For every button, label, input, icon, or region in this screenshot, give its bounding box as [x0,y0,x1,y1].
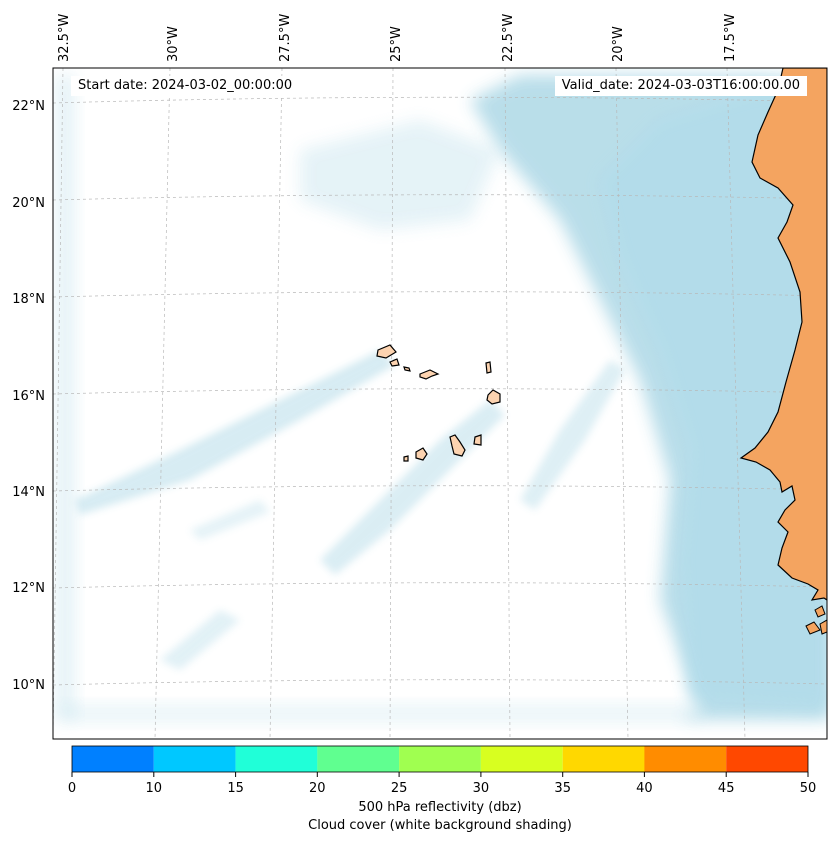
meridian-32-5w [53,68,64,739]
meridian-22-5w [504,68,511,739]
gridlines [53,68,827,739]
parallel-22n [53,96,827,104]
colorbar-tick-label: 30 [473,781,490,796]
island-boa-vista [486,389,501,405]
colorbar: 0 10 15 20 25 30 35 40 45 50 [68,745,816,796]
meridian-30w [154,68,171,739]
guinea-bissau-island-3 [819,619,827,635]
island-fogo [415,447,428,461]
colorbar-swatch [72,746,154,772]
cloud-northwest-band [300,120,500,230]
map-area [53,68,827,739]
colorbar-tick-label: 20 [309,781,326,796]
parallel-12n [53,582,827,589]
lat-label: 14°N [12,485,45,500]
lat-label: 10°N [12,678,45,693]
colorbar-tick-label: 0 [68,781,76,796]
cloud-east-inner [600,90,827,710]
colorbar-swatch [399,746,481,772]
cloud-west-edge [55,75,75,720]
colorbar-swatch [317,746,400,772]
parallel-20n [53,194,827,201]
lat-label: 22°N [12,99,45,114]
colorbar-swatch [153,746,236,772]
colorbar-swatch [480,746,563,772]
colorbar-ticks [71,772,809,777]
colorbar-swatch [235,746,318,772]
lon-label: 32.5°W [57,14,72,62]
lon-label: 17.5°W [723,14,738,62]
cloud-streak-4 [160,610,240,670]
lat-label: 12°N [12,581,45,596]
map-frame [52,67,828,740]
colorbar-frame [71,745,809,773]
latitude-labels: 22°N 20°N 18°N 16°N 14°N 12°N 10°N [12,99,45,693]
valid-date-label: Valid_date: 2024-03-03T16:00:00.00 [554,76,807,96]
cloud-streak-3 [520,360,625,510]
lat-label: 16°N [12,389,45,404]
colorbar-tick-label: 25 [391,781,408,796]
colorbar-tick-label: 50 [800,781,817,796]
cape-verde-islands [376,344,501,462]
meridian-25w [389,68,394,739]
colorbar-swatches [72,746,808,772]
colorbar-tick-label: 35 [554,781,571,796]
island-brava [403,455,409,462]
lat-label: 20°N [12,196,45,211]
lon-label: 30°W [166,26,181,62]
parallel-14n [53,485,827,492]
island-sal [485,361,492,374]
colorbar-tick-labels: 0 10 15 20 25 30 35 40 45 50 [68,781,816,796]
colorbar-tick-label: 15 [227,781,244,796]
colorbar-tick-label: 45 [718,781,735,796]
meridian-17-5w [726,68,746,739]
meridian-27-5w [269,68,283,739]
guinea-bissau-island-1 [814,605,826,618]
island-santiago [449,434,466,457]
parallel-18n [53,291,827,298]
colorbar-label-cloud-cover: Cloud cover (white background shading) [308,818,572,833]
cloud-cover-shading [55,75,827,722]
cloud-streak-5 [190,500,270,540]
africa-south-islands [805,605,827,635]
meridian-20w [615,68,629,739]
guinea-bissau-island-2 [805,621,821,635]
lat-label: 18°N [12,292,45,307]
longitude-labels: 32.5°W 30°W 27.5°W 25°W 22.5°W 20°W 17.5… [57,14,738,62]
island-sao-vicente [389,358,400,367]
lon-label: 27.5°W [278,14,293,62]
parallel-16n [53,388,827,395]
colorbar-tick-label: 10 [146,781,163,796]
colorbar-tick-label: 40 [636,781,653,796]
africa-coast-land [739,68,827,601]
island-sao-nicolau [419,369,440,380]
island-maio [473,434,482,446]
lon-label: 25°W [389,26,404,62]
colorbar-swatch [726,746,808,772]
island-santo-antao [376,344,397,359]
start-date-label: Start date: 2024-03-02_00:00:00 [71,76,300,96]
cloud-south-edge [60,705,700,722]
parallel-10n [53,679,827,686]
colorbar-swatch [562,746,645,772]
lon-label: 20°W [611,26,626,62]
island-santa-luzia [403,366,411,372]
colorbar-swatch [644,746,727,772]
colorbar-label-reflectivity: 500 hPa reflectivity (dbz) [358,800,522,815]
cloud-streak-1 [75,350,395,515]
lon-label: 22.5°W [501,14,516,62]
